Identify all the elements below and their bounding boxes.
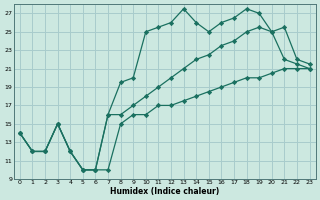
X-axis label: Humidex (Indice chaleur): Humidex (Indice chaleur)	[110, 187, 219, 196]
